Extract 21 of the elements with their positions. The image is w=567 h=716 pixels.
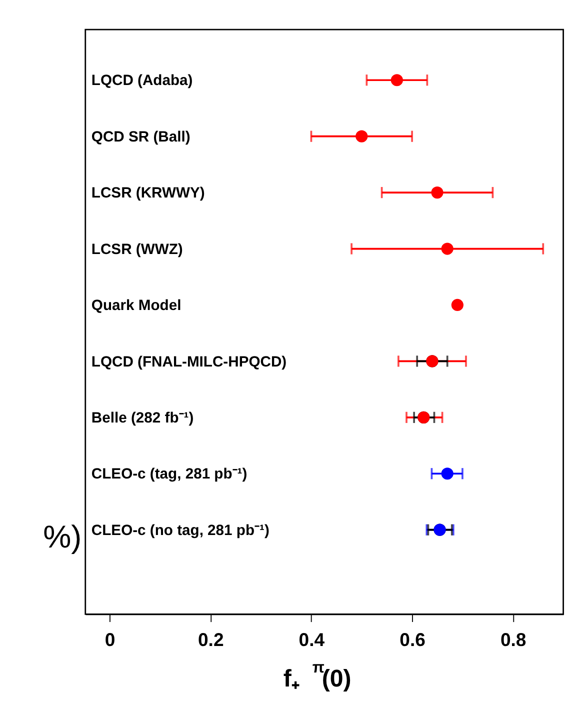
x-tick-label: 0.8 bbox=[500, 629, 526, 650]
y-tick-label: CLEO-c (no tag, 281 pb⁻¹) bbox=[91, 522, 270, 539]
x-tick-label: 0.2 bbox=[198, 629, 224, 650]
y-tick-label: LCSR (KRWWY) bbox=[91, 186, 205, 202]
point bbox=[451, 298, 464, 312]
x-tick-label: 0.4 bbox=[298, 629, 326, 650]
point bbox=[390, 74, 403, 86]
point bbox=[441, 468, 454, 480]
y-tick-label: CLEO-c (tag, 281 pb⁻¹) bbox=[91, 466, 248, 483]
point bbox=[431, 186, 444, 199]
y-tick-label: Quark Model bbox=[91, 298, 182, 314]
y-tick-label: LQCD (Adaba) bbox=[91, 73, 193, 90]
y-tick-label: LCSR (WWZ) bbox=[91, 242, 183, 258]
y-tick-label: Belle (282 fb⁻¹) bbox=[91, 410, 194, 427]
x-tick-label: 0.6 bbox=[400, 629, 426, 650]
point bbox=[441, 242, 454, 255]
x-tick-label: 0 bbox=[104, 629, 116, 650]
y-tick-label: QCD SR (Ball) bbox=[91, 129, 190, 146]
point bbox=[356, 130, 368, 142]
y-tick-label: LQCD (FNAL-MILC-HPQCD) bbox=[91, 354, 287, 370]
text: %) bbox=[43, 518, 82, 554]
